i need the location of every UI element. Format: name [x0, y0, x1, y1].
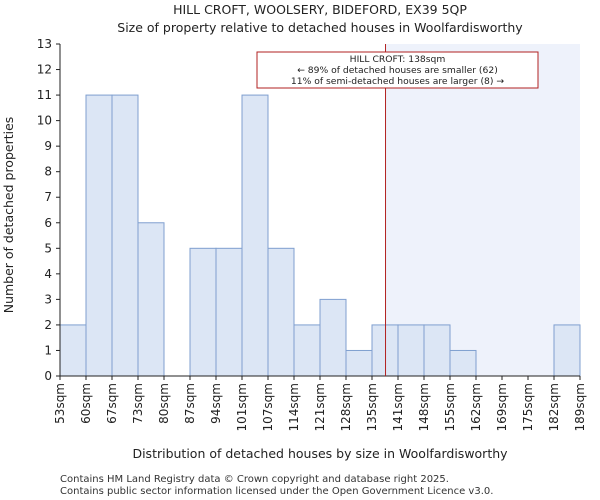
y-tick-label-1: 1 — [44, 343, 52, 357]
bar-67sqm — [111, 94, 139, 377]
bar-73sqm — [137, 222, 165, 377]
y-tick-label-10: 10 — [37, 114, 52, 128]
chart-subtitle: Size of property relative to detached ho… — [117, 20, 523, 35]
bar-155sqm — [449, 349, 477, 377]
bar-114sqm — [293, 324, 321, 377]
x-tick-label-182sqm: 182sqm — [547, 383, 561, 431]
bar-60sqm — [85, 94, 113, 377]
y-tick-label-4: 4 — [44, 267, 52, 281]
bars-group — [59, 94, 581, 377]
x-axis-label: Distribution of detached houses by size … — [132, 446, 508, 461]
bar-94sqm — [215, 247, 243, 377]
x-ticks-group: 53sqm 60sqm 67sqm 73sqm 80sqm 87sqm 94sqm 101sq… — [53, 376, 587, 431]
x-tick-label-169sqm: 169sqm — [495, 383, 509, 431]
x-tick-label-107sqm: 107sqm — [261, 383, 275, 431]
bar-128sqm — [345, 349, 373, 377]
bar-141sqm — [397, 324, 425, 377]
x-tick-label-155sqm: 155sqm — [443, 383, 457, 431]
y-tick-label-6: 6 — [44, 216, 52, 230]
y-tick-label-11: 11 — [37, 88, 52, 102]
bar-53sqm — [59, 324, 87, 377]
annotation-line-1: HILL CROFT: 138sqm — [350, 54, 446, 65]
y-tick-label-0: 0 — [44, 369, 52, 383]
x-tick-label-141sqm: 141sqm — [391, 383, 405, 431]
y-tick-label-3: 3 — [44, 292, 52, 306]
footer-line-1: Contains HM Land Registry data © Crown c… — [60, 474, 449, 485]
x-tick-label-162sqm: 162sqm — [469, 383, 483, 431]
bar-101sqm — [241, 94, 269, 377]
x-tick-label-121sqm: 121sqm — [313, 383, 327, 431]
annotation-line-2: ← 89% of detached houses are smaller (62… — [297, 65, 498, 76]
y-tick-label-13: 13 — [37, 37, 52, 51]
bar-87sqm — [189, 247, 217, 377]
y-axis-label: Number of detached properties — [1, 117, 16, 314]
x-tick-label-67sqm: 67sqm — [105, 383, 119, 424]
y-tick-label-5: 5 — [44, 241, 52, 255]
property-annotation: HILL CROFT: 138sqm ← 89% of detached hou… — [256, 51, 539, 89]
x-tick-label-94sqm: 94sqm — [209, 383, 223, 424]
x-tick-label-148sqm: 148sqm — [417, 383, 431, 431]
x-tick-label-87sqm: 87sqm — [183, 383, 197, 424]
x-tick-label-73sqm: 73sqm — [131, 383, 145, 424]
bar-107sqm — [267, 247, 295, 377]
x-tick-label-60sqm: 60sqm — [79, 383, 93, 424]
y-tick-label-7: 7 — [44, 190, 52, 204]
x-tick-label-128sqm: 128sqm — [339, 383, 353, 431]
y-tick-label-2: 2 — [44, 318, 52, 332]
footer-line-2: Contains public sector information licen… — [60, 486, 493, 497]
x-tick-label-114sqm: 114sqm — [287, 383, 301, 431]
annotation-line-3: 11% of semi-detached houses are larger (… — [291, 76, 504, 87]
x-tick-label-101sqm: 101sqm — [235, 383, 249, 431]
y-tick-label-9: 9 — [44, 139, 52, 153]
bar-148sqm — [423, 324, 451, 377]
x-tick-label-53sqm: 53sqm — [53, 383, 67, 424]
x-tick-label-189sqm: 189sqm — [573, 383, 587, 431]
annotation-box — [256, 51, 539, 89]
y-tick-label-12: 12 — [37, 63, 52, 77]
chart-title: HILL CROFT, WOOLSERY, BIDEFORD, EX39 5QP — [173, 2, 467, 17]
x-tick-label-80sqm: 80sqm — [157, 383, 171, 424]
x-tick-label-135sqm: 135sqm — [365, 383, 379, 431]
x-tick-label-175sqm: 175sqm — [521, 383, 535, 431]
y-tick-label-8: 8 — [44, 165, 52, 179]
bar-135sqm — [371, 324, 399, 377]
bar-121sqm — [319, 298, 347, 377]
bar-182sqm — [553, 324, 581, 377]
larger-than-property-region — [385, 44, 580, 376]
